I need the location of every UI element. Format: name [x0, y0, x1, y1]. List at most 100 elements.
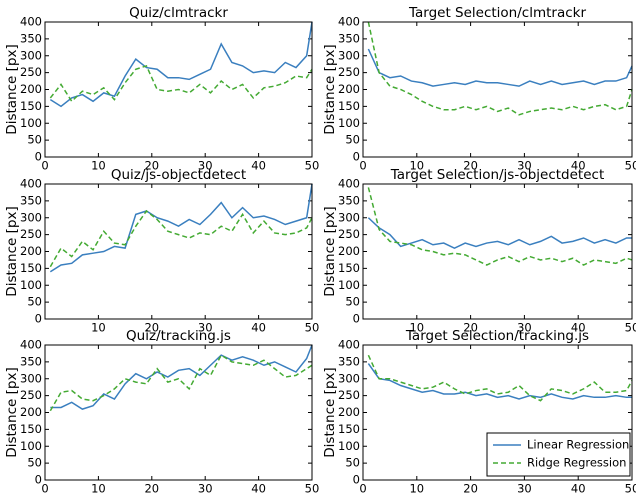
y-tick-label: 250: [338, 388, 360, 402]
y-tick-label: 350: [338, 31, 360, 45]
y-tick-label: 350: [20, 354, 42, 368]
x-tick-label: 20: [463, 482, 478, 496]
y-tick-label: 150: [20, 99, 42, 113]
data-line: [367, 21, 633, 116]
y-tick-label: 150: [20, 261, 42, 275]
y-tick-label: 50: [345, 456, 360, 470]
y-tick-label: 300: [20, 371, 42, 385]
x-tick-label: 30: [198, 482, 213, 496]
y-tick-label: 250: [20, 227, 42, 241]
data-line: [49, 354, 313, 412]
x-tick-label: 50: [625, 482, 636, 496]
y-tick-label: 300: [20, 210, 42, 224]
y-tick-label: 50: [27, 456, 42, 470]
x-tick-label: 10: [91, 482, 106, 496]
y-tick-label: 200: [338, 82, 360, 96]
data-line: [49, 209, 313, 268]
y-tick-label: 400: [338, 338, 360, 352]
y-tick-label: 200: [338, 405, 360, 419]
y-tick-label: 250: [338, 65, 360, 79]
y-tick-label: 150: [338, 422, 360, 436]
x-tick-label: 10: [91, 159, 106, 173]
y-tick-label: 100: [338, 278, 360, 292]
x-tick-label: 40: [251, 321, 266, 335]
x-tick-label: 20: [463, 159, 478, 173]
y-tick-label: 0: [35, 473, 42, 487]
plot-frame: [44, 183, 313, 320]
y-tick-label: 350: [20, 193, 42, 207]
y-tick-label: 400: [338, 15, 360, 29]
x-tick-label: 40: [571, 321, 586, 335]
plot-frame: [362, 344, 633, 481]
plot-frame: [44, 344, 313, 481]
y-tick-label: 400: [20, 177, 42, 191]
y-tick-label: 150: [20, 422, 42, 436]
x-tick-label: 10: [409, 321, 424, 335]
x-tick-label: 30: [198, 159, 213, 173]
y-tick-label: 100: [20, 439, 42, 453]
subplot-title: Target Selection/clmtrackr: [408, 5, 586, 21]
x-tick-label: 20: [144, 159, 159, 173]
x-tick-label: 0: [359, 482, 366, 496]
subplot: Target Selection/tracking.js Distance [px…: [322, 328, 636, 497]
subplot: Target Selection/clmtrackr Distance [px] 0…: [322, 5, 636, 173]
y-axis-label: Distance [px]: [322, 44, 338, 134]
x-tick-label: 20: [144, 321, 159, 335]
x-tick-label: 50: [305, 159, 320, 173]
x-tick-label: 10: [409, 159, 424, 173]
y-tick-label: 300: [20, 48, 42, 62]
y-tick-label: 300: [338, 48, 360, 62]
y-tick-label: 0: [35, 150, 42, 164]
data-line: [49, 64, 313, 103]
y-tick-label: 200: [20, 405, 42, 419]
data-line: [367, 187, 633, 266]
x-tick-label: 30: [198, 321, 213, 335]
x-tick-label: 10: [91, 321, 106, 335]
subplot-title: Quiz/tracking.js: [126, 328, 231, 344]
x-tick-label: 10: [409, 482, 424, 496]
data-line: [50, 344, 313, 410]
x-tick-label: 40: [571, 159, 586, 173]
x-tick-label: 50: [625, 159, 636, 173]
y-tick-label: 300: [338, 210, 360, 224]
legend: Linear Regression Ridge Regression: [486, 432, 631, 477]
subplot-title: Quiz/js-objectdetect: [111, 167, 246, 183]
y-tick-label: 100: [20, 278, 42, 292]
x-tick-label: 30: [517, 482, 532, 496]
y-tick-label: 200: [338, 244, 360, 258]
y-tick-label: 400: [338, 177, 360, 191]
subplot-title: Target Selection/js-objectdetect: [390, 167, 605, 183]
y-tick-label: 200: [20, 82, 42, 96]
data-line: [49, 21, 313, 108]
data-line: [367, 354, 633, 402]
x-tick-label: 50: [625, 321, 636, 335]
y-tick-label: 100: [20, 116, 42, 130]
y-axis-label: Distance [px]: [322, 206, 338, 296]
y-tick-label: 350: [338, 354, 360, 368]
x-tick-label: 40: [251, 482, 266, 496]
y-tick-label: 0: [35, 312, 42, 326]
plot-frame: [362, 21, 633, 158]
y-axis-label: Distance [px]: [4, 44, 20, 134]
y-tick-label: 150: [338, 99, 360, 113]
y-tick-label: 50: [27, 295, 42, 309]
y-axis-label: Distance [px]: [4, 367, 20, 457]
data-line: [367, 217, 632, 249]
x-tick-label: 30: [517, 321, 532, 335]
x-tick-label: 50: [305, 482, 320, 496]
y-tick-label: 350: [338, 193, 360, 207]
y-tick-label: 400: [20, 338, 42, 352]
y-tick-label: 100: [338, 439, 360, 453]
y-tick-label: 200: [20, 244, 42, 258]
y-tick-label: 50: [345, 133, 360, 147]
y-tick-label: 50: [345, 295, 360, 309]
x-tick-label: 0: [41, 159, 48, 173]
x-tick-label: 30: [517, 159, 532, 173]
x-tick-label: 20: [463, 321, 478, 335]
y-tick-label: 250: [20, 388, 42, 402]
y-tick-label: 150: [338, 261, 360, 275]
y-tick-label: 0: [353, 312, 360, 326]
